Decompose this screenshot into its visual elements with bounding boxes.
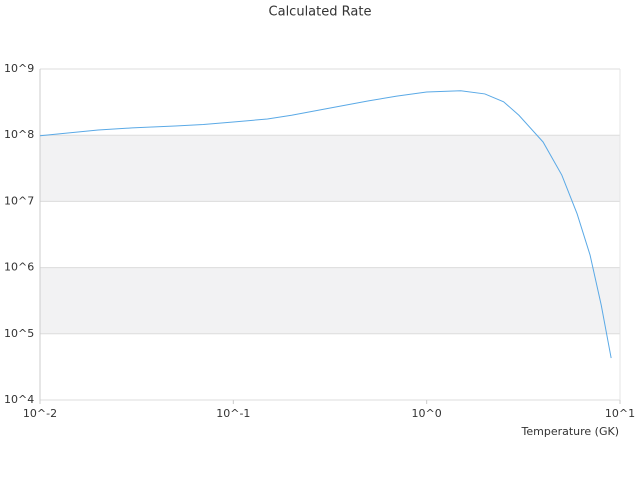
- x-tick-label: 10^0: [412, 407, 442, 420]
- x-axis-title: Temperature (GK): [521, 425, 620, 438]
- y-tick-label: 10^4: [4, 393, 34, 406]
- grid-band: [40, 267, 620, 334]
- chart-title: Calculated Rate: [269, 5, 372, 20]
- x-tick-label: 10^1: [605, 407, 635, 420]
- y-tick-label: 10^5: [4, 327, 34, 340]
- y-tick-label: 10^7: [4, 194, 34, 207]
- x-tick-label: 10^-2: [23, 407, 57, 420]
- y-tick-label: 10^8: [4, 128, 34, 141]
- data-line: [39, 90, 612, 359]
- x-tick-label: 10^-1: [216, 407, 250, 420]
- grid-band: [40, 135, 620, 202]
- y-tick-label: 10^9: [4, 62, 34, 75]
- y-tick-label: 10^6: [4, 261, 34, 274]
